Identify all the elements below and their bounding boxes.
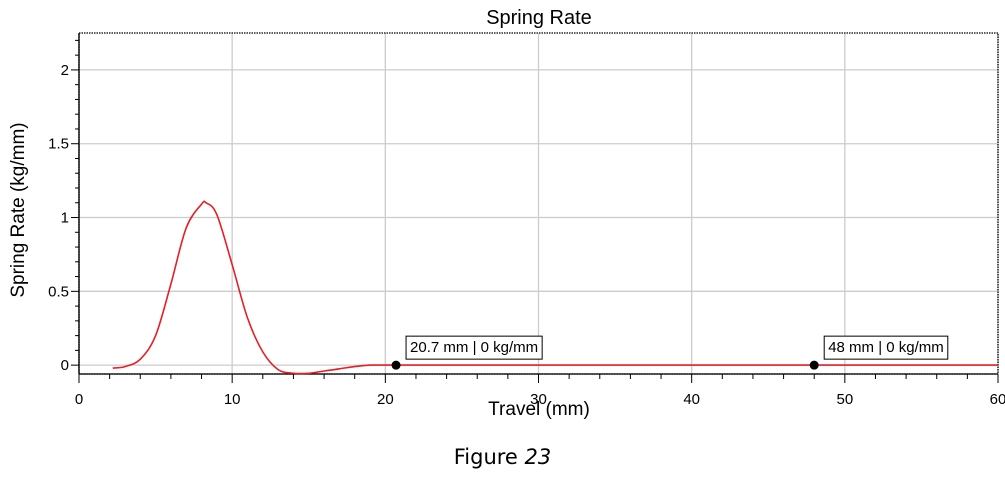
marker-point xyxy=(391,360,401,370)
marker-label: 48 mm | 0 kg/mm xyxy=(823,335,949,360)
figure-caption: Figure 23 xyxy=(0,445,1005,469)
marker-label-text: 48 mm | 0 kg/mm xyxy=(828,339,944,356)
spring-rate-chart: Spring Rate Spring Rate (kg/mm) Travel (… xyxy=(8,7,1005,420)
chart-title: Spring Rate xyxy=(486,7,592,29)
marker-label-box xyxy=(823,335,949,360)
x-axis-label: Travel (mm) xyxy=(488,399,590,420)
markers: 20.7 mm | 0 kg/mm 48 mm | 0 kg/mm xyxy=(391,335,949,370)
y-tick-label: 0.5 xyxy=(48,283,69,300)
x-tick-label: 40 xyxy=(683,391,700,408)
axes xyxy=(71,32,999,383)
x-tick-label: 10 xyxy=(224,391,241,408)
x-tick-label: 0 xyxy=(75,391,83,408)
y-axis-label: Spring Rate (kg/mm) xyxy=(8,122,29,297)
marker-label: 20.7 mm | 0 kg/mm xyxy=(405,335,543,360)
spring-rate-line xyxy=(112,200,998,375)
x-tick-label: 50 xyxy=(836,391,853,408)
marker-label-text: 20.7 mm | 0 kg/mm xyxy=(410,339,538,356)
caption-prefix: Figure xyxy=(453,445,525,469)
y-tick-label: 1.5 xyxy=(48,136,69,153)
y-tick-label: 0 xyxy=(61,357,69,374)
x-tick-label: 60 xyxy=(990,391,1005,408)
tick-labels: 0 10 20 30 40 50 60 0 0.5 1 1.5 2 xyxy=(48,62,1005,408)
data-series xyxy=(112,200,998,375)
y-tick-label: 1 xyxy=(61,210,69,227)
grid-lines xyxy=(78,33,999,374)
marker-label-box xyxy=(405,335,543,360)
y-tick-label: 2 xyxy=(61,62,69,79)
caption-number: 23 xyxy=(524,445,552,469)
marker-point xyxy=(809,360,819,370)
x-tick-label: 30 xyxy=(530,391,547,408)
x-tick-label: 20 xyxy=(377,391,394,408)
